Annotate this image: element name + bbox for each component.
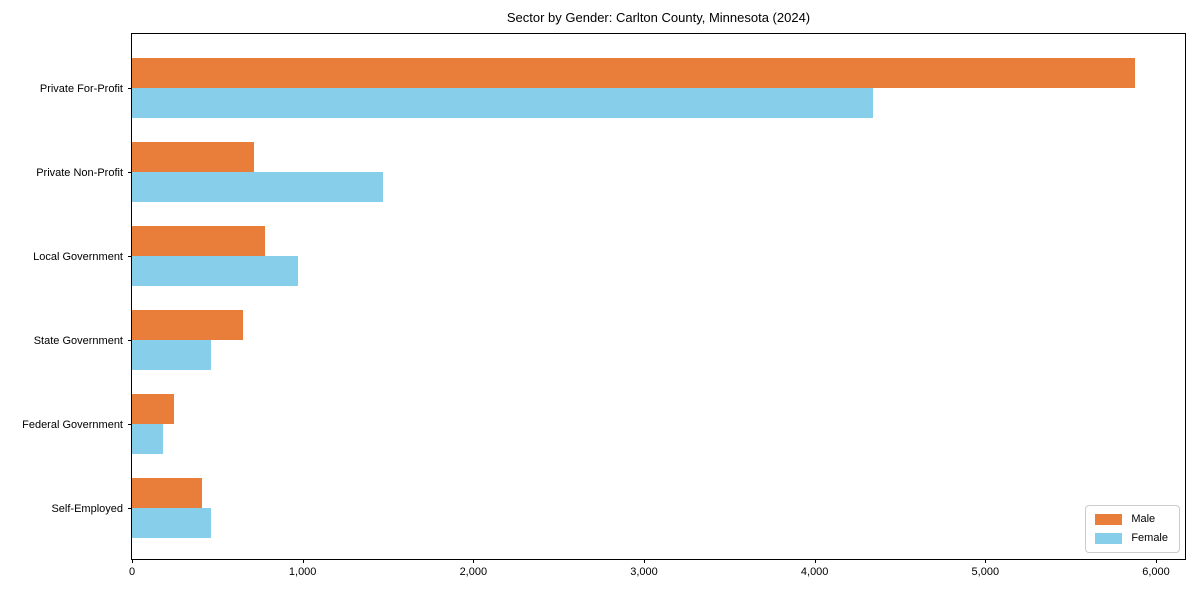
bar-male-5 (132, 394, 174, 424)
y-tick-mark (128, 508, 132, 509)
bar-male-6 (132, 478, 202, 508)
bar-female-1 (132, 88, 873, 118)
plot-area: Male Female Private For-Profit Private No… (22, 33, 1186, 578)
legend-label-female: Female (1131, 532, 1168, 544)
y-tick-label: Private Non-Profit (36, 166, 123, 179)
bar-female-2 (132, 172, 383, 202)
chart-title: Sector by Gender: Carlton County, Minnes… (506, 10, 811, 25)
x-tick-label: 0 (128, 566, 136, 578)
y-tick-mark (128, 256, 132, 257)
x-tick-mark (814, 559, 816, 563)
x-tick-label: 1,000 (288, 566, 317, 578)
y-tick-mark (128, 424, 132, 425)
x-tick-mark (643, 559, 645, 563)
y-tick-label: Federal Government (22, 418, 123, 431)
bar-female-5 (132, 424, 163, 454)
bar-female-6 (132, 508, 211, 538)
x-tick-label: 6,000 (1142, 566, 1170, 578)
x-tick-mark (132, 559, 133, 563)
x-tick-mark (985, 559, 987, 563)
legend-item-female: Female (1095, 533, 1168, 544)
y-tick-label: Local Government (33, 250, 123, 263)
y-tick-mark (128, 88, 132, 89)
bar-male-1 (132, 58, 1135, 88)
legend: Male Female (1085, 505, 1180, 553)
legend-label-male: Male (1131, 513, 1156, 525)
x-tick-mark (1155, 559, 1157, 563)
bar-male-3 (132, 226, 266, 256)
y-tick-mark (128, 340, 132, 341)
x-tick-mark (473, 559, 475, 563)
x-tick-label: 5,000 (971, 566, 1000, 578)
legend-item-male: Male (1095, 514, 1168, 525)
legend-swatch-female (1095, 533, 1123, 544)
x-tick-mark (302, 559, 304, 563)
y-tick-label: Private For-Profit (39, 82, 123, 95)
x-tick-label: 4,000 (800, 566, 829, 578)
y-tick-mark (128, 172, 132, 173)
bar-female-3 (132, 256, 298, 286)
bar-female-4 (132, 340, 212, 370)
bar-male-4 (132, 310, 243, 340)
x-tick-label: 2,000 (459, 566, 488, 578)
legend-swatch-male (1095, 514, 1123, 525)
x-tick-label: 3,000 (630, 566, 658, 578)
bar-male-2 (132, 142, 254, 172)
y-tick-label: Self-Employed (51, 502, 123, 515)
y-tick-label: State Government (33, 334, 123, 347)
